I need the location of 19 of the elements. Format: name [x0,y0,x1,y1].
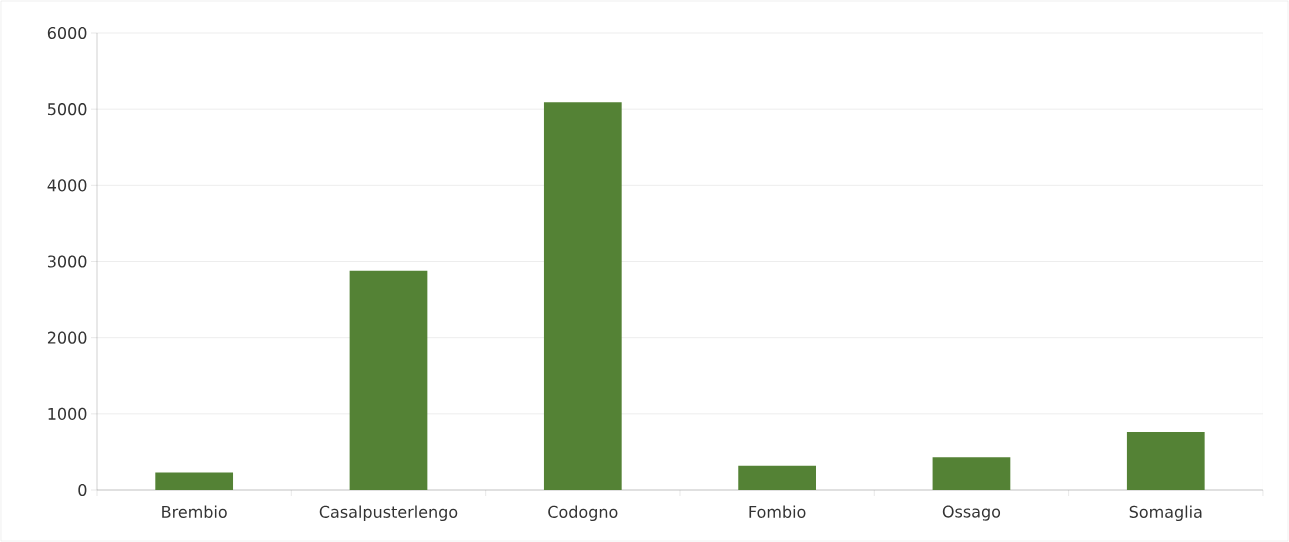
y-tick-label: 0 [78,483,87,497]
y-tick-label: 3000 [47,255,87,268]
y-tick-label: 1000 [48,407,87,420]
bar [155,472,234,490]
y-tick-label: 6000 [47,26,87,40]
x-tick-label: Somaglia [1129,505,1202,522]
bar [932,457,1011,490]
bar [349,270,428,490]
y-tick-label: 5000 [48,103,87,116]
x-tick-label: Codogno [548,505,618,522]
x-tick-label: Brembio [162,505,227,518]
x-tick-label: Casalpusterlengo [319,505,458,522]
y-tick-label: 4000 [47,179,87,192]
bar [1126,432,1205,490]
bar [738,465,816,490]
x-tick-label: Fombio [749,505,806,518]
x-tick-label: Ossago [942,505,1001,521]
y-tick-label: 2000 [47,331,87,344]
bar [543,102,622,490]
